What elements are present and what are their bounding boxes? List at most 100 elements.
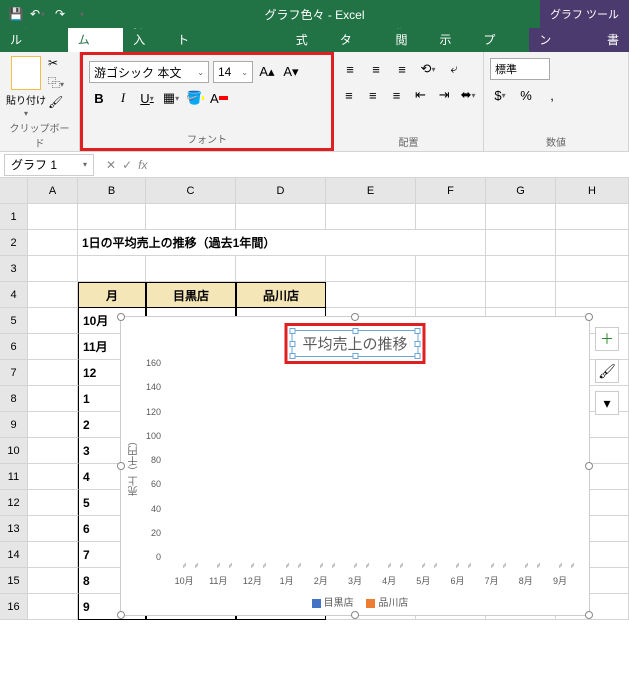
paste-button[interactable]: 貼り付け ▾ bbox=[6, 56, 46, 118]
underline-button[interactable]: U▾ bbox=[137, 88, 157, 108]
fx-icon[interactable]: fx bbox=[138, 158, 147, 172]
row-header-1[interactable]: 1 bbox=[0, 204, 28, 230]
row-header-6[interactable]: 6 bbox=[0, 334, 28, 360]
bold-button[interactable]: B bbox=[89, 88, 109, 108]
align-left-icon[interactable]: ≡ bbox=[340, 85, 358, 105]
chart-elements-button[interactable]: ＋ bbox=[595, 327, 619, 351]
col-header-H[interactable]: H bbox=[556, 178, 629, 204]
cell[interactable] bbox=[416, 256, 486, 282]
comma-icon[interactable]: , bbox=[542, 85, 562, 105]
increase-indent-icon[interactable]: ⇥ bbox=[435, 85, 453, 105]
copy-icon[interactable]: ⿻▾ bbox=[48, 74, 64, 91]
cell[interactable] bbox=[28, 594, 78, 620]
decrease-indent-icon[interactable]: ⇤ bbox=[411, 85, 429, 105]
fill-color-button[interactable]: 🪣 bbox=[185, 88, 205, 108]
row-header-5[interactable]: 5 bbox=[0, 308, 28, 334]
cell[interactable] bbox=[28, 256, 78, 282]
wrap-text-icon[interactable]: ⤶ bbox=[444, 59, 464, 79]
cell[interactable] bbox=[28, 334, 78, 360]
name-box[interactable]: グラフ 1▾ bbox=[4, 154, 94, 176]
cell[interactable] bbox=[486, 256, 556, 282]
cell[interactable] bbox=[78, 256, 146, 282]
cell[interactable] bbox=[28, 464, 78, 490]
border-button[interactable]: ▦▾ bbox=[161, 88, 181, 108]
chart-title[interactable]: 平均売上の推移 bbox=[291, 330, 418, 357]
enter-icon[interactable]: ✓ bbox=[122, 158, 132, 172]
number-format-select[interactable]: 標準 bbox=[490, 58, 550, 80]
tab-format[interactable]: 書 bbox=[597, 27, 629, 52]
redo-icon[interactable]: ↷ bbox=[52, 6, 68, 22]
cell[interactable] bbox=[486, 230, 556, 256]
cell[interactable] bbox=[78, 204, 146, 230]
cell[interactable] bbox=[28, 204, 78, 230]
italic-button[interactable]: I bbox=[113, 88, 133, 108]
col-header-C[interactable]: C bbox=[146, 178, 236, 204]
row-header-13[interactable]: 13 bbox=[0, 516, 28, 542]
qat-customize-icon[interactable]: ▾ bbox=[74, 6, 90, 22]
row-header-2[interactable]: 2 bbox=[0, 230, 28, 256]
col-header-D[interactable]: D bbox=[236, 178, 326, 204]
col-header-G[interactable]: G bbox=[486, 178, 556, 204]
col-header-F[interactable]: F bbox=[416, 178, 486, 204]
currency-icon[interactable]: $▾ bbox=[490, 85, 510, 105]
row-header-14[interactable]: 14 bbox=[0, 542, 28, 568]
font-size-select[interactable]: 14⌄ bbox=[213, 61, 253, 83]
align-right-icon[interactable]: ≡ bbox=[388, 85, 406, 105]
embedded-chart[interactable]: 平均売上の推移 売上（千円） 020406080100120140160 10月… bbox=[120, 316, 590, 616]
cell[interactable] bbox=[236, 256, 326, 282]
cell[interactable] bbox=[28, 308, 78, 334]
row-header-3[interactable]: 3 bbox=[0, 256, 28, 282]
cell[interactable] bbox=[326, 204, 416, 230]
merge-icon[interactable]: ⬌▾ bbox=[459, 85, 477, 105]
chart-plot-area[interactable] bbox=[167, 373, 577, 567]
row-header-12[interactable]: 12 bbox=[0, 490, 28, 516]
row-header-4[interactable]: 4 bbox=[0, 282, 28, 308]
row-header-8[interactable]: 8 bbox=[0, 386, 28, 412]
col-header-A[interactable]: A bbox=[28, 178, 78, 204]
undo-icon[interactable]: ↶▾ bbox=[30, 6, 46, 22]
cell[interactable] bbox=[556, 256, 629, 282]
chart-filters-button[interactable]: ▾ bbox=[595, 391, 619, 415]
cell[interactable] bbox=[28, 360, 78, 386]
cell[interactable] bbox=[28, 490, 78, 516]
save-icon[interactable]: 💾 bbox=[8, 6, 24, 22]
col-header-B[interactable]: B bbox=[78, 178, 146, 204]
cell[interactable] bbox=[326, 282, 416, 308]
cell[interactable] bbox=[486, 204, 556, 230]
cut-icon[interactable]: ✂ bbox=[48, 56, 64, 70]
row-header-15[interactable]: 15 bbox=[0, 568, 28, 594]
row-header-16[interactable]: 16 bbox=[0, 594, 28, 620]
cell[interactable] bbox=[146, 256, 236, 282]
decrease-font-icon[interactable]: A▾ bbox=[281, 62, 301, 82]
chart-legend[interactable]: 目黒店 品川店 bbox=[121, 594, 589, 609]
font-name-select[interactable]: 游ゴシック 本文⌄ bbox=[89, 61, 209, 83]
align-middle-icon[interactable]: ≡ bbox=[366, 59, 386, 79]
cell[interactable] bbox=[146, 204, 236, 230]
worksheet-grid[interactable]: ABCDEFGH121日の平均売上の推移（過去1年間）34月目黒店品川店510月… bbox=[0, 178, 629, 620]
format-painter-icon[interactable]: 🖌 bbox=[48, 95, 64, 109]
cell[interactable] bbox=[556, 282, 629, 308]
row-header-11[interactable]: 11 bbox=[0, 464, 28, 490]
cell[interactable] bbox=[556, 204, 629, 230]
cell[interactable] bbox=[486, 282, 556, 308]
cancel-icon[interactable]: ✕ bbox=[106, 158, 116, 172]
col-header-E[interactable]: E bbox=[326, 178, 416, 204]
row-header-9[interactable]: 9 bbox=[0, 412, 28, 438]
align-top-icon[interactable]: ≡ bbox=[340, 59, 360, 79]
percent-icon[interactable]: % bbox=[516, 85, 536, 105]
increase-font-icon[interactable]: A▴ bbox=[257, 62, 277, 82]
cell[interactable] bbox=[28, 282, 78, 308]
row-header-7[interactable]: 7 bbox=[0, 360, 28, 386]
cell[interactable] bbox=[416, 282, 486, 308]
cell[interactable] bbox=[28, 516, 78, 542]
cell[interactable] bbox=[326, 256, 416, 282]
cell[interactable] bbox=[28, 542, 78, 568]
align-center-icon[interactable]: ≡ bbox=[364, 85, 382, 105]
cell[interactable] bbox=[28, 412, 78, 438]
cell[interactable] bbox=[28, 438, 78, 464]
select-all[interactable] bbox=[0, 178, 28, 204]
cell[interactable] bbox=[236, 204, 326, 230]
cell[interactable] bbox=[556, 230, 629, 256]
cell[interactable] bbox=[28, 230, 78, 256]
row-header-10[interactable]: 10 bbox=[0, 438, 28, 464]
